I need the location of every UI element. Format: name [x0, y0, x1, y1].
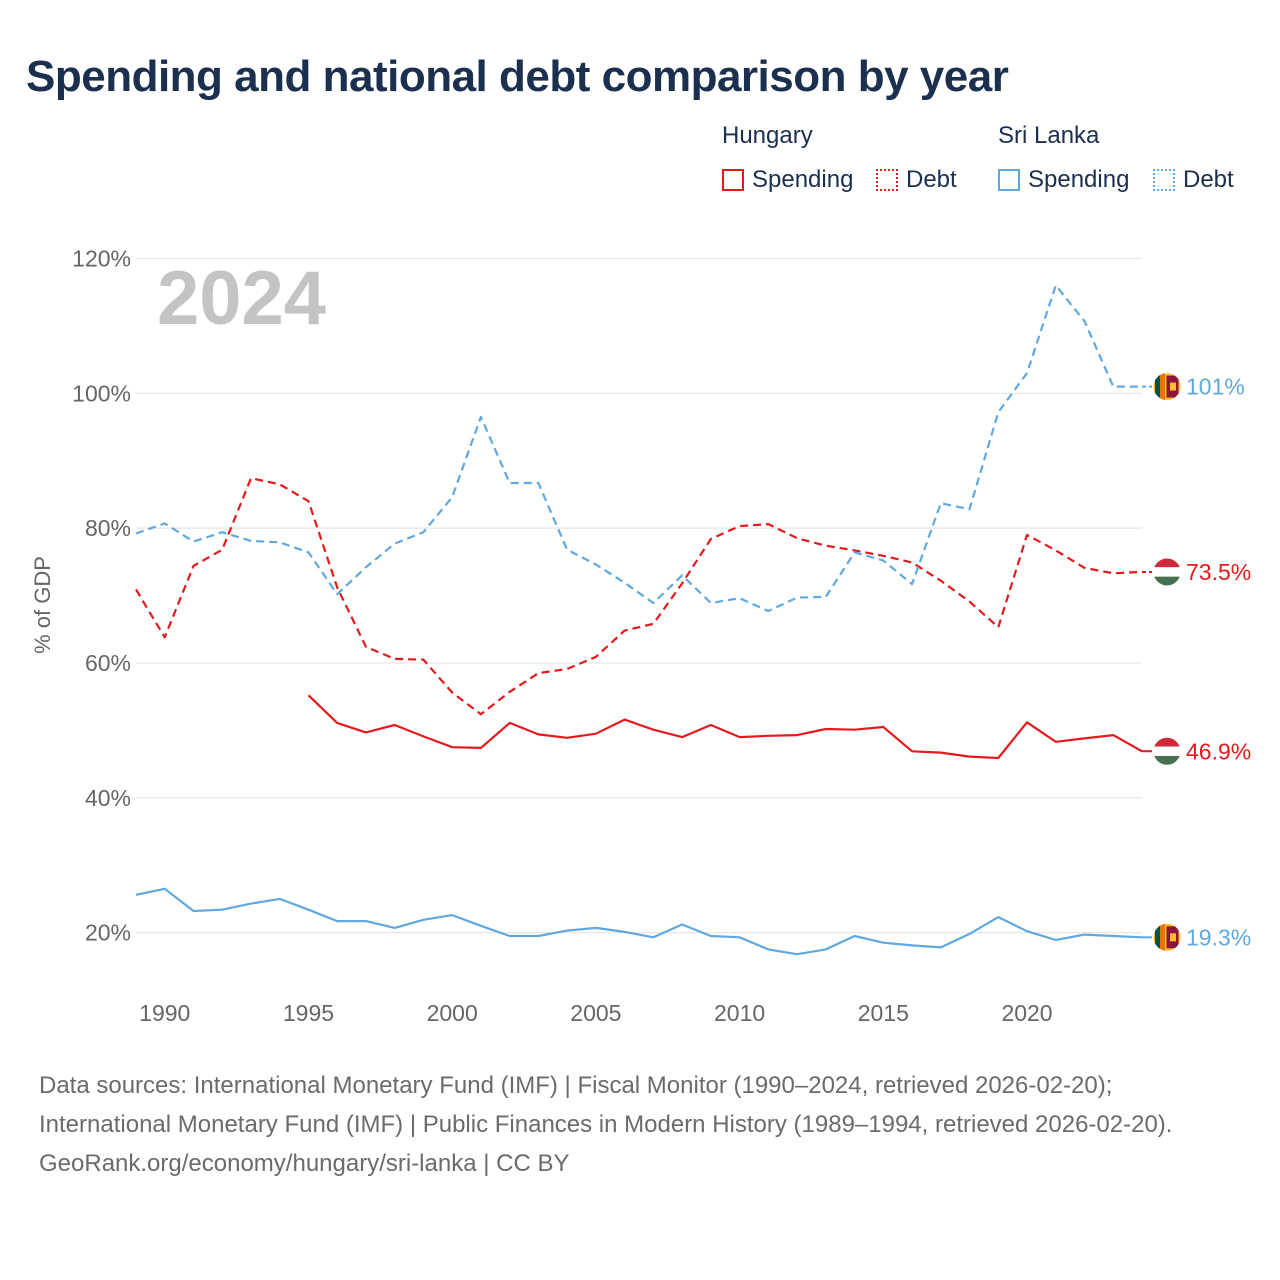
x-tick-label: 2010	[714, 1000, 765, 1026]
hungary-flag-icon	[1152, 557, 1182, 587]
gridlines	[136, 257, 1142, 934]
chart-title: Spending and national debt comparison by…	[26, 52, 1009, 101]
hungary-flag-icon	[1152, 736, 1182, 766]
legend-group-sri-lanka: Sri Lanka	[998, 122, 1100, 149]
year-label: 2024	[157, 256, 326, 341]
end-value-label: 73.5%	[1186, 559, 1251, 585]
x-tick-label: 2015	[858, 1000, 909, 1026]
x-tick-label: 2005	[570, 1000, 621, 1026]
legend-group-hungary: Hungary	[722, 122, 813, 149]
legend-item-sri-lanka-spending[interactable]: Spending	[998, 166, 1129, 194]
x-tick-label: 1995	[283, 1000, 334, 1026]
y-tick-label: 60%	[85, 650, 131, 676]
legend-label: Debt	[1183, 166, 1234, 193]
dotted-swatch-icon	[876, 169, 898, 191]
x-tick-label: 2000	[427, 1000, 478, 1026]
legend-item-sri-lanka-debt[interactable]: Debt	[1153, 166, 1234, 194]
legend-label: Debt	[906, 166, 957, 193]
y-tick-label: 120%	[72, 245, 131, 271]
line-chart: 2024 % of GDP 20% 40% 60% 80% 100% 120% 1990 1…	[30, 245, 1251, 1026]
y-tick-label: 80%	[85, 515, 131, 541]
y-tick-label: 20%	[85, 920, 131, 946]
hungary-debt-line	[135, 477, 1143, 716]
footer: Data sources: International Monetary Fun…	[39, 1066, 1239, 1183]
sri-lanka-spending-line	[135, 887, 1143, 956]
x-tick-label: 1990	[139, 1000, 190, 1026]
end-value-label: 101%	[1186, 374, 1245, 400]
y-axis-title: % of GDP	[30, 556, 55, 654]
data-sources: Data sources: International Monetary Fun…	[39, 1072, 1173, 1138]
sri-lanka-flag-icon	[1152, 372, 1182, 402]
legend-label: Spending	[752, 166, 854, 193]
end-value-label: 46.9%	[1186, 738, 1251, 764]
y-tick-label: 40%	[85, 785, 131, 811]
solid-swatch-icon	[998, 169, 1020, 191]
legend-item-hungary-debt[interactable]: Debt	[876, 166, 957, 194]
x-tick-label: 2020	[1001, 1000, 1052, 1026]
hungary-spending-line	[307, 694, 1143, 760]
legend-label: Spending	[1028, 166, 1130, 193]
sri-lanka-debt-line	[135, 284, 1142, 613]
dotted-swatch-icon	[1153, 169, 1175, 191]
credit-link[interactable]: GeoRank.org/economy/hungary/sri-lanka | …	[39, 1150, 570, 1177]
sri-lanka-flag-icon	[1152, 922, 1182, 952]
legend-item-hungary-spending[interactable]: Spending	[722, 166, 853, 194]
y-tick-label: 100%	[72, 380, 131, 406]
solid-swatch-icon	[722, 169, 744, 191]
end-value-label: 19.3%	[1186, 924, 1251, 950]
